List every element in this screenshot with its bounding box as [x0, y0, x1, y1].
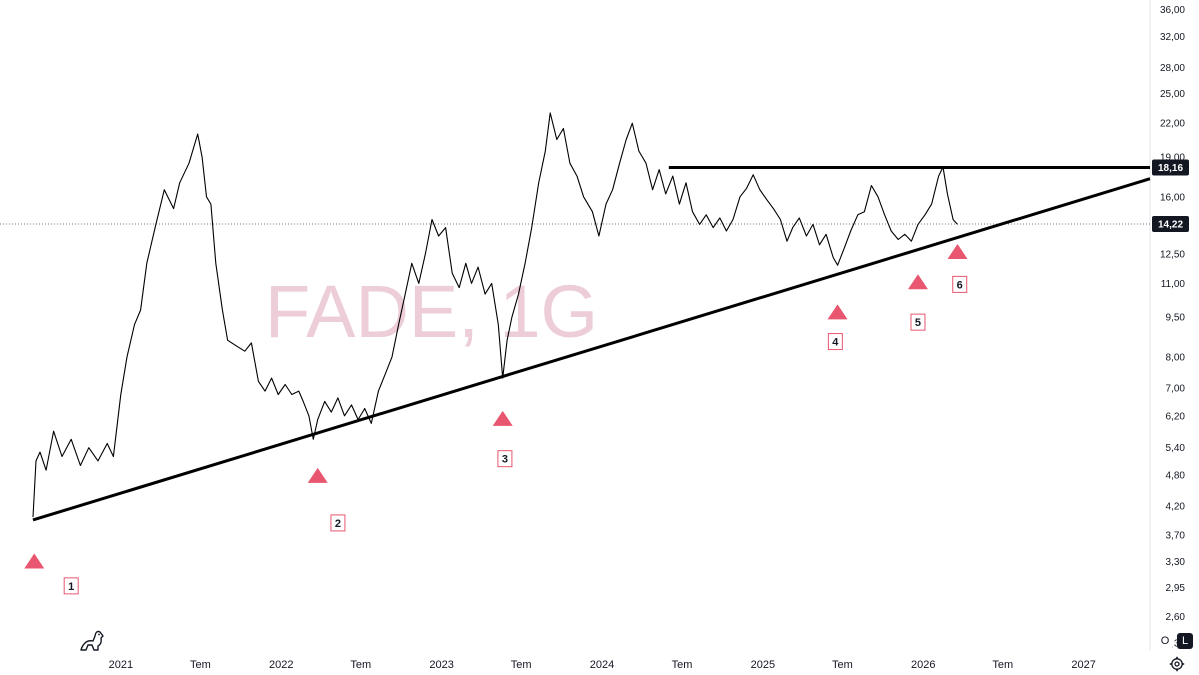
gear-icon[interactable] — [1169, 656, 1185, 672]
price-tick-label: 2,60 — [1166, 612, 1186, 623]
pivot-number-4: 4 — [832, 337, 839, 349]
pivot-number-2: 2 — [335, 518, 341, 530]
price-tick-label: 11,00 — [1161, 279, 1186, 290]
price-axis[interactable]: 36,00 32,00 28,00 25,00 22,00 19,00 16,00 12,50… — [1160, 5, 1185, 649]
symbol-watermark: FADE, 1G — [265, 270, 598, 353]
tradingview-dino-icon — [80, 630, 104, 651]
price-tick-label: 9,50 — [1166, 313, 1186, 324]
pivot-badge-5 — [910, 313, 926, 331]
price-tick-label: 4,80 — [1166, 470, 1186, 481]
time-tick-label: 2021 — [109, 659, 133, 671]
pivot-badge-1 — [63, 577, 79, 595]
price-tick-label: 12,50 — [1160, 249, 1185, 260]
price-tick-label: 5,40 — [1166, 443, 1186, 454]
price-tick-label: 2,32 — [1166, 638, 1186, 649]
price-label-text: 14,22 — [1158, 220, 1183, 231]
time-tick-label: 2024 — [590, 659, 614, 671]
time-tick-label: 2027 — [1071, 659, 1095, 671]
price-tick-label: 22,00 — [1160, 119, 1185, 130]
price-tick-label: 28,00 — [1160, 63, 1185, 74]
time-tick-label: 2026 — [911, 659, 935, 671]
price-tick-label: 3,70 — [1166, 531, 1186, 542]
price-labels: 18,16 14,22 — [1152, 159, 1189, 233]
price-series — [32, 112, 958, 518]
time-tick-label: Tem — [511, 659, 532, 671]
time-tick-label: Tem — [350, 659, 371, 671]
time-tick-label: Tem — [190, 659, 211, 671]
trendlines — [32, 166, 1151, 522]
time-tick-label: 2025 — [751, 659, 775, 671]
time-tick-label: Tem — [672, 659, 693, 671]
time-tick-label: Tem — [992, 659, 1013, 671]
pivot-markers: 1 2 3 4 5 6 — [24, 243, 968, 595]
pivot-number-1: 1 — [68, 581, 74, 593]
pivot-badge-6 — [952, 275, 968, 293]
percent-scale-button[interactable]: O — [1157, 633, 1173, 649]
price-label-box — [1152, 216, 1189, 233]
pivot-triangle-3 — [492, 410, 513, 426]
pivot-badge-3 — [497, 450, 513, 468]
price-tick-label: 3,30 — [1166, 557, 1186, 568]
price-label-box — [1152, 159, 1189, 176]
price-label-text: 18,16 — [1158, 163, 1183, 174]
price-tick-label: 4,20 — [1166, 501, 1186, 512]
price-tick-label: 8,00 — [1166, 352, 1186, 363]
pivot-triangle-4 — [827, 304, 848, 320]
price-line — [32, 112, 958, 518]
pivot-triangle-6 — [947, 243, 968, 259]
pivot-triangle-2 — [307, 467, 328, 483]
pivot-number-6: 6 — [957, 279, 963, 291]
price-tick-label: 19,00 — [1160, 153, 1185, 164]
price-tick-label: 25,00 — [1160, 89, 1185, 100]
pivot-badge-2 — [330, 514, 346, 532]
price-tick-label: 36,00 — [1160, 5, 1185, 16]
price-tick-label: 32,00 — [1160, 32, 1185, 43]
pivot-triangle-1 — [24, 553, 45, 569]
price-tick-label: 7,00 — [1166, 383, 1186, 394]
pivot-badge-4 — [827, 333, 843, 351]
rising-support-trendline — [32, 177, 1151, 522]
price-tick-label: 6,20 — [1166, 411, 1186, 422]
time-tick-label: Tem — [832, 659, 853, 671]
price-tick-label: 16,00 — [1160, 192, 1185, 203]
time-axis[interactable]: 2021 Tem 2022 Tem 2023 Tem 2024 Tem 2025 Tem 2026 T… — [109, 659, 1096, 671]
pivot-number-3: 3 — [502, 454, 508, 466]
pivot-number-5: 5 — [915, 317, 921, 329]
pivot-triangle-5 — [907, 274, 928, 290]
log-scale-button[interactable]: L — [1177, 633, 1193, 649]
time-tick-label: 2023 — [429, 659, 453, 671]
time-tick-label: 2022 — [269, 659, 293, 671]
price-tick-label: 2,95 — [1166, 583, 1186, 594]
